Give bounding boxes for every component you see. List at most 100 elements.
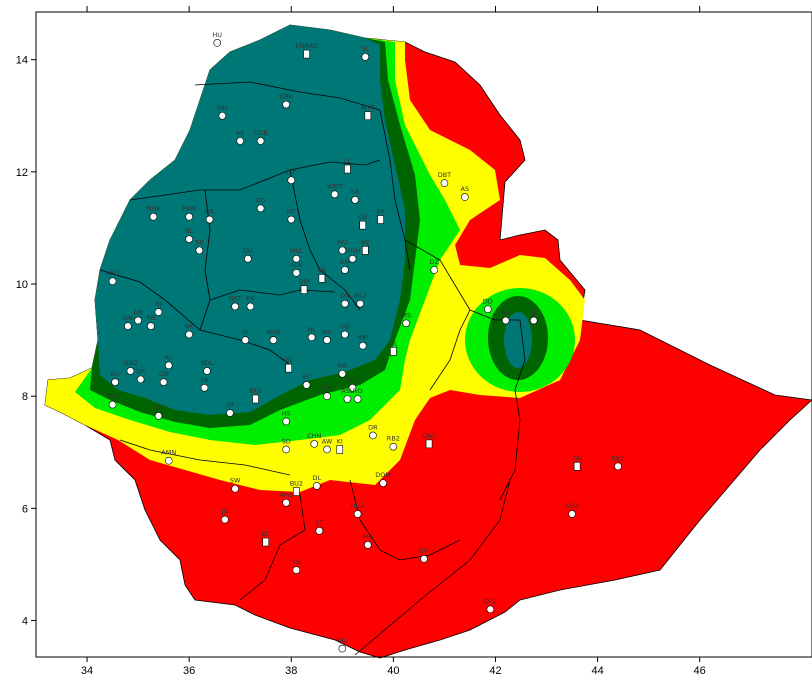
station: SB	[195, 238, 204, 255]
station-label: ML	[338, 637, 348, 645]
station-label: AM2	[279, 491, 293, 499]
station-circle-marker	[164, 361, 173, 370]
station-circle-marker	[154, 308, 163, 316]
station: WU	[337, 238, 348, 255]
station-circle-marker	[108, 400, 117, 409]
station-label: AW	[322, 437, 333, 445]
station: ENRAD	[295, 42, 318, 59]
station: DOM	[375, 471, 391, 487]
map-area	[35, 11, 812, 659]
station: BK	[376, 208, 386, 224]
station-label: JJ	[531, 308, 536, 316]
x-tick-label: 40	[387, 665, 399, 677]
station-circle-marker	[213, 39, 222, 47]
station: GT	[315, 519, 324, 535]
y-tick-label: 10	[16, 279, 28, 291]
weather-stations: HU ENRAD SL MH DBK MYT AK GDR LL DT DBT AS MNK PAW DA B…	[106, 31, 625, 653]
station: DL	[312, 474, 321, 490]
station: DZ	[429, 258, 439, 274]
station-square-marker	[573, 462, 581, 471]
station-circle-marker	[315, 527, 324, 535]
station-circle-marker	[231, 302, 239, 311]
station-square-marker	[300, 285, 308, 294]
x-axis-tick-labels: 34 36 38 40 42 44 46	[81, 665, 706, 677]
station-circle-marker	[461, 193, 469, 201]
station-label: GH	[572, 454, 582, 462]
station-label: CHN	[307, 432, 321, 440]
station-circle-marker	[244, 254, 252, 263]
station-square-marker	[318, 274, 326, 283]
station-label: GDR	[253, 129, 268, 137]
station-label: BD	[256, 196, 265, 204]
station-label: KK	[246, 294, 255, 302]
station-circle-marker	[323, 392, 331, 400]
station-label: SK	[200, 376, 209, 384]
station: NKT	[229, 294, 241, 311]
station-circle-marker	[111, 378, 119, 386]
station-circle-marker	[195, 246, 204, 255]
station-label: RB2	[387, 435, 400, 443]
station-circle-marker	[402, 319, 410, 328]
station-label: MG	[363, 533, 374, 541]
station-label: NK	[185, 323, 195, 331]
station-label: MR	[337, 362, 348, 370]
station-label: HS	[282, 409, 291, 417]
station-label: AA	[322, 328, 332, 336]
station: DM	[299, 278, 310, 294]
station-label: BI	[242, 328, 248, 336]
station-circle-marker	[348, 383, 357, 392]
station-circle-marker	[353, 395, 362, 403]
station-circle-marker	[379, 479, 387, 487]
station-label: NJ	[155, 300, 162, 308]
station-label: ASO	[106, 269, 120, 277]
station-label: SL	[361, 45, 369, 53]
station-circle-marker	[353, 510, 362, 518]
station-label: DG	[348, 376, 358, 384]
station-label: ZW	[322, 384, 333, 392]
station: AC	[164, 353, 174, 370]
station-label: KK2	[612, 454, 625, 462]
station-label: BU2	[290, 480, 303, 488]
station-circle-marker	[292, 566, 301, 574]
station-label: MDH	[345, 247, 361, 255]
station-label: KI	[337, 437, 343, 445]
station-label: MH	[217, 104, 228, 112]
y-axis-tick-labels: 14 12 10 8 6 4	[16, 55, 28, 628]
station: ALK	[290, 261, 303, 277]
station-label: GN	[123, 314, 133, 322]
station-label: DOM	[375, 471, 391, 479]
station-label: BK	[376, 208, 385, 216]
station: DL2	[484, 597, 497, 614]
regional-border	[429, 309, 471, 391]
y-tick-label: 4	[22, 616, 28, 628]
station-square-marker	[262, 537, 270, 547]
station-label: ENRAD	[295, 42, 318, 50]
station-label: DU	[243, 247, 253, 255]
station-label: MS	[401, 311, 411, 319]
station: NL	[307, 325, 316, 342]
station-label: DM	[299, 278, 310, 286]
x-tick-label: 34	[81, 665, 93, 677]
station: DBK	[279, 93, 294, 109]
station: ASO	[106, 269, 120, 286]
station-label: CB	[358, 213, 367, 221]
station-label: ASL	[341, 387, 354, 395]
station-label: RB	[146, 314, 155, 322]
station: ASL	[341, 387, 354, 403]
station-circle-marker	[200, 383, 209, 392]
station: AW	[322, 437, 333, 454]
station-label: DL2	[484, 597, 497, 605]
station-circle-marker	[358, 341, 367, 350]
station: SK	[200, 376, 209, 392]
y-tick-label: 8	[22, 391, 28, 403]
station-label: JM	[225, 401, 234, 409]
station-label: NL	[307, 325, 316, 333]
station-circle-marker	[338, 369, 347, 378]
station: MNK	[146, 205, 162, 221]
station-circle-marker	[269, 336, 278, 344]
station-circle-marker	[338, 644, 347, 653]
station-circle-marker	[440, 179, 449, 187]
station: GH	[572, 454, 582, 471]
station: AN	[133, 308, 143, 325]
station-circle-marker	[282, 100, 290, 109]
